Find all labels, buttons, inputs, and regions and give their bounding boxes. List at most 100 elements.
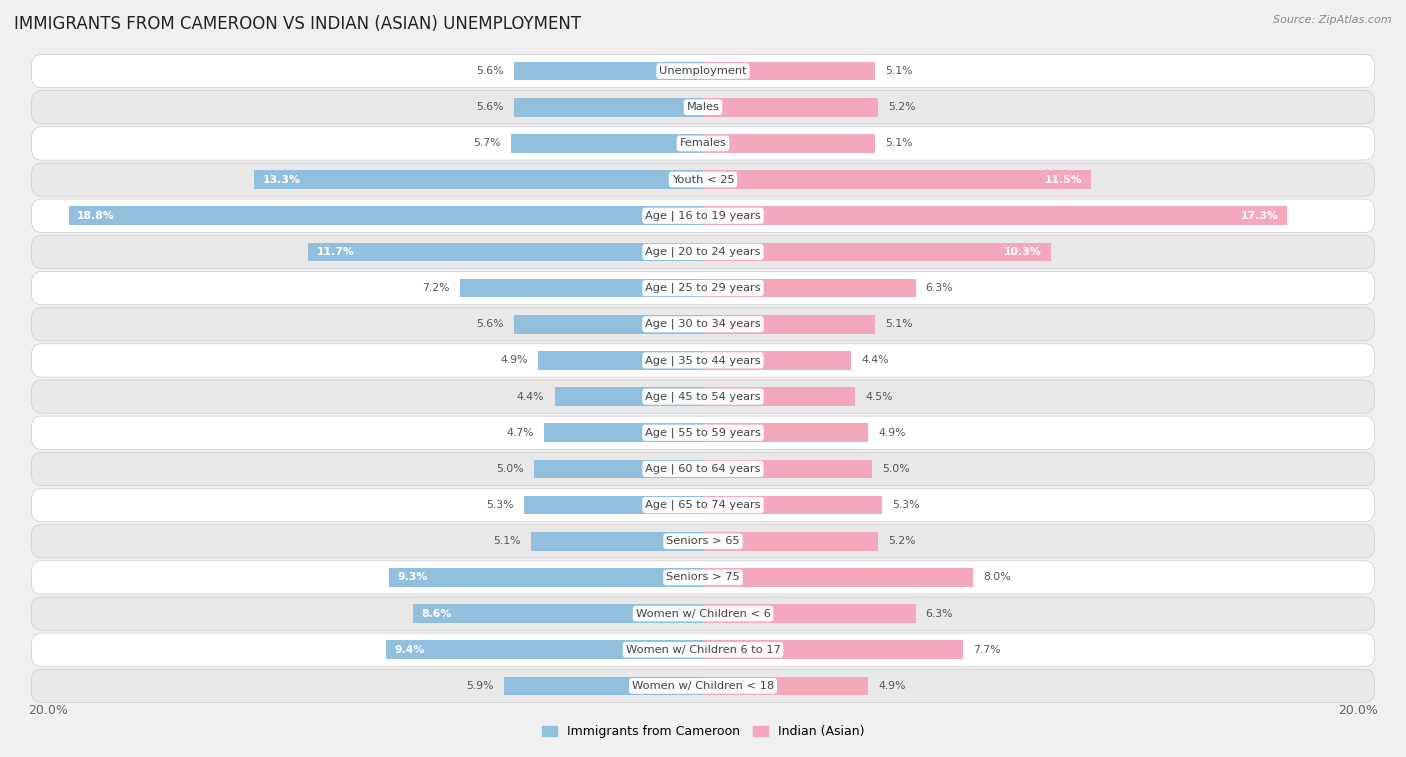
FancyBboxPatch shape [31, 416, 1375, 450]
Text: 20.0%: 20.0% [1339, 704, 1378, 717]
Text: 7.2%: 7.2% [422, 283, 450, 293]
Bar [554, 387, 703, 406]
Text: Seniors > 65: Seniors > 65 [666, 536, 740, 547]
Text: Age | 60 to 64 years: Age | 60 to 64 years [645, 464, 761, 474]
Bar [503, 677, 703, 696]
Text: 5.6%: 5.6% [477, 319, 503, 329]
Bar [524, 496, 703, 515]
Text: Age | 25 to 29 years: Age | 25 to 29 years [645, 283, 761, 293]
Bar [703, 98, 879, 117]
Bar [703, 279, 915, 298]
Bar [703, 170, 1091, 189]
Bar [703, 242, 1050, 261]
Legend: Immigrants from Cameroon, Indian (Asian): Immigrants from Cameroon, Indian (Asian) [537, 721, 869, 743]
FancyBboxPatch shape [31, 91, 1375, 124]
FancyBboxPatch shape [31, 452, 1375, 485]
Text: Youth < 25: Youth < 25 [672, 175, 734, 185]
FancyBboxPatch shape [31, 126, 1375, 160]
FancyBboxPatch shape [31, 488, 1375, 522]
Bar [703, 459, 872, 478]
Text: 9.4%: 9.4% [394, 645, 425, 655]
Bar [703, 532, 879, 550]
Text: 9.3%: 9.3% [398, 572, 427, 582]
Text: 8.6%: 8.6% [422, 609, 451, 618]
Text: Seniors > 75: Seniors > 75 [666, 572, 740, 582]
Bar [703, 315, 875, 334]
Bar [703, 640, 963, 659]
Bar [703, 677, 869, 696]
Text: 5.0%: 5.0% [496, 464, 524, 474]
Text: 13.3%: 13.3% [263, 175, 301, 185]
Text: 18.8%: 18.8% [77, 210, 115, 221]
FancyBboxPatch shape [31, 307, 1375, 341]
Text: 8.0%: 8.0% [983, 572, 1011, 582]
Text: Unemployment: Unemployment [659, 66, 747, 76]
Bar [254, 170, 703, 189]
Bar [308, 242, 703, 261]
Text: 4.4%: 4.4% [862, 356, 889, 366]
Text: 5.3%: 5.3% [891, 500, 920, 510]
Text: Women w/ Children < 6: Women w/ Children < 6 [636, 609, 770, 618]
Text: 17.3%: 17.3% [1240, 210, 1278, 221]
Text: 4.9%: 4.9% [879, 681, 905, 691]
Text: 11.5%: 11.5% [1045, 175, 1083, 185]
Bar [703, 604, 915, 623]
Bar [510, 134, 703, 153]
Text: 5.1%: 5.1% [886, 139, 912, 148]
Text: Source: ZipAtlas.com: Source: ZipAtlas.com [1274, 15, 1392, 25]
Text: 4.9%: 4.9% [879, 428, 905, 438]
FancyBboxPatch shape [31, 525, 1375, 558]
Text: IMMIGRANTS FROM CAMEROON VS INDIAN (ASIAN) UNEMPLOYMENT: IMMIGRANTS FROM CAMEROON VS INDIAN (ASIA… [14, 15, 581, 33]
Text: 5.3%: 5.3% [486, 500, 515, 510]
Text: 5.7%: 5.7% [472, 139, 501, 148]
Text: Women w/ Children 6 to 17: Women w/ Children 6 to 17 [626, 645, 780, 655]
Text: 6.3%: 6.3% [925, 609, 953, 618]
Bar [69, 207, 703, 225]
Text: 20.0%: 20.0% [28, 704, 67, 717]
Text: Age | 65 to 74 years: Age | 65 to 74 years [645, 500, 761, 510]
Bar [515, 61, 703, 80]
Bar [460, 279, 703, 298]
Text: 5.2%: 5.2% [889, 102, 917, 112]
Bar [537, 351, 703, 370]
Bar [703, 207, 1286, 225]
Text: 5.9%: 5.9% [467, 681, 494, 691]
FancyBboxPatch shape [31, 55, 1375, 88]
Text: Age | 35 to 44 years: Age | 35 to 44 years [645, 355, 761, 366]
Text: 5.1%: 5.1% [494, 536, 520, 547]
FancyBboxPatch shape [31, 597, 1375, 631]
Bar [703, 61, 875, 80]
Text: 4.7%: 4.7% [506, 428, 534, 438]
Bar [515, 315, 703, 334]
Text: 11.7%: 11.7% [316, 247, 354, 257]
Bar [389, 568, 703, 587]
Bar [703, 387, 855, 406]
Text: Women w/ Children < 18: Women w/ Children < 18 [631, 681, 775, 691]
Text: 7.7%: 7.7% [973, 645, 1001, 655]
FancyBboxPatch shape [31, 272, 1375, 305]
Text: 4.4%: 4.4% [517, 391, 544, 401]
Bar [703, 351, 852, 370]
Text: 4.9%: 4.9% [501, 356, 527, 366]
Bar [385, 640, 703, 659]
FancyBboxPatch shape [31, 199, 1375, 232]
Text: 5.1%: 5.1% [886, 66, 912, 76]
Text: Females: Females [679, 139, 727, 148]
Text: 5.6%: 5.6% [477, 66, 503, 76]
Text: Age | 30 to 34 years: Age | 30 to 34 years [645, 319, 761, 329]
Text: Age | 55 to 59 years: Age | 55 to 59 years [645, 428, 761, 438]
Text: 5.1%: 5.1% [886, 319, 912, 329]
Bar [703, 134, 875, 153]
Text: 4.5%: 4.5% [865, 391, 893, 401]
Bar [515, 98, 703, 117]
Text: 5.2%: 5.2% [889, 536, 917, 547]
Text: 10.3%: 10.3% [1004, 247, 1042, 257]
FancyBboxPatch shape [31, 633, 1375, 666]
Bar [413, 604, 703, 623]
FancyBboxPatch shape [31, 561, 1375, 594]
Text: Age | 45 to 54 years: Age | 45 to 54 years [645, 391, 761, 402]
FancyBboxPatch shape [31, 235, 1375, 269]
Bar [544, 423, 703, 442]
Text: Males: Males [686, 102, 720, 112]
Text: Age | 16 to 19 years: Age | 16 to 19 years [645, 210, 761, 221]
